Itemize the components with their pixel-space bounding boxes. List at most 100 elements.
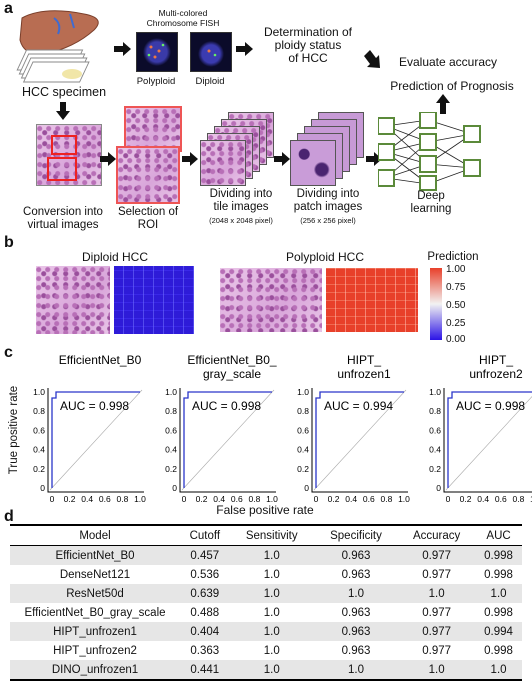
metrics-table: Model Cutoff Sensitivity Specificity Acc…	[10, 524, 522, 681]
roc-x-tick: 0	[314, 494, 319, 502]
ploidy-line3: of HCC	[288, 51, 328, 65]
metric-cell: 0.536	[190, 568, 220, 581]
arrow-right-icon	[236, 42, 253, 56]
roc-y-tick: 0.8	[33, 406, 45, 416]
roi-line1: Selection of	[117, 206, 179, 218]
metric-cell: 0.963	[313, 545, 399, 565]
roc-auc-label: AUC = 0.998	[192, 399, 261, 413]
polyploid-hcc-title: Polyploid HCC	[285, 250, 365, 264]
roc-title: gray_scale	[203, 367, 261, 381]
metric-cell: 1.0	[229, 584, 314, 603]
dl-line2: learning	[410, 203, 452, 215]
table-header-cell: Model	[79, 529, 111, 542]
virtual-images-label: Conversion into virtual images	[0, 206, 126, 232]
metric-cell: 1.0	[229, 545, 314, 565]
neural-network-icon	[378, 112, 481, 191]
panel-c-letter: c	[4, 344, 13, 361]
metric-cell: 0.457	[180, 545, 230, 565]
roc-y-tick: 0.6	[165, 425, 177, 435]
virtual-line2: virtual images	[27, 219, 99, 231]
roc-curve	[51, 391, 140, 488]
roc-xlabel: False positive rate	[216, 503, 314, 517]
metric-cell: 0.639	[180, 584, 230, 603]
diploid-he-image	[36, 266, 110, 334]
model-name-cell: DenseNet121	[59, 568, 131, 581]
roc-y-tick: 0.4	[33, 445, 45, 455]
metric-cell: 0.977	[422, 644, 452, 657]
model-name-cell: DINO_unfrozen1	[10, 660, 180, 680]
metric-cell: 1.0	[398, 584, 476, 603]
selection-roi-label: Selection of ROI	[104, 206, 192, 232]
roc-y-tick: 0	[40, 483, 45, 493]
roc-plot: EfficientNet_B0_gray_scale AUC = 0.998 1.0…	[165, 353, 278, 502]
metric-cell: 0.963	[341, 568, 371, 581]
roc-plot: HIPT_unfrozen1 AUC = 0.994 1.0 0.8 0.6 0.4 0.2…	[297, 353, 410, 502]
roc-axes	[47, 388, 144, 493]
roc-y-tick: 0	[304, 483, 309, 493]
panel-a-letter: a	[4, 0, 13, 17]
colorbar	[430, 268, 442, 340]
roc-x-tick: 0	[182, 494, 187, 502]
roc-y-tick: 0.2	[429, 464, 441, 474]
arrow-up-icon	[436, 94, 450, 114]
roc-curve	[315, 391, 404, 488]
deep-learning-label: Deep learning	[396, 190, 466, 216]
diploid-hcc-title: Diploid HCC	[81, 250, 149, 264]
roc-axes	[311, 388, 408, 493]
patch-size-label: (256 x 256 pixel)	[300, 216, 356, 225]
roc-title: unfrozen2	[469, 367, 523, 381]
roc-x-tick: 0.6	[99, 494, 111, 502]
roc-y-tick: 0	[172, 483, 177, 493]
roc-x-tick: 0	[446, 494, 451, 502]
fish-title-line1: Multi-colored	[158, 8, 208, 18]
metric-cell: 0.998	[484, 606, 513, 619]
arrow-right-icon	[100, 152, 116, 166]
metric-cell: 0.998	[484, 568, 513, 581]
roc-x-tick: 0.2	[64, 494, 76, 502]
roc-axes	[443, 388, 532, 493]
table-row: EfficientNet_B0_gray_scale 0.488 1.0 0.963 0…	[10, 603, 522, 622]
roc-y-tick: 1.0	[429, 387, 441, 397]
metric-cell: 0.977	[422, 568, 452, 581]
model-name-cell: EfficientNet_B0	[10, 545, 180, 565]
table-row: EfficientNet_B0 0.457 1.0 0.963 0.977 0.998	[10, 545, 522, 565]
patch-line1: Dividing into	[296, 188, 360, 200]
fish-title-line2: Chromosome FISH	[146, 18, 220, 28]
roc-curve	[447, 391, 532, 488]
roc-x-tick: 0.8	[512, 494, 524, 502]
fish-polyploid-label: Polyploid	[136, 76, 176, 87]
roi-image-2	[116, 146, 180, 204]
ploidy-determination-label: Determination of ploidy status of HCC	[248, 26, 368, 65]
table-header-cell: Cutoff	[189, 529, 221, 542]
roc-title: unfrozen1	[337, 367, 391, 381]
arrow-right-icon	[274, 152, 290, 166]
patch-images-label: Dividing into patch images	[282, 188, 374, 214]
roc-x-tick: 0.6	[363, 494, 375, 502]
model-name-cell: EfficientNet_B0_gray_scale	[24, 606, 166, 619]
roc-auc-label: AUC = 0.994	[324, 399, 393, 413]
roc-diagonal	[181, 389, 275, 491]
arrow-down-icon	[56, 102, 70, 120]
table-row: DenseNet121 0.536 1.0 0.963 0.977 0.998	[10, 565, 522, 584]
table-row: HIPT_unfrozen2 0.363 1.0 0.963 0.977 0.998	[10, 641, 522, 660]
table-header-cell: Accuracy	[412, 529, 461, 542]
roc-curve	[183, 391, 272, 488]
roc-x-tick: 0.2	[460, 494, 472, 502]
roc-x-tick: 1.0	[398, 494, 410, 502]
roc-y-tick: 0.8	[429, 406, 441, 416]
colorbar-tick: 0.25	[446, 318, 466, 329]
roc-x-tick: 0.4	[477, 494, 489, 502]
evaluate-accuracy-label: Evaluate accuracy	[398, 55, 498, 69]
roi-line2: ROI	[137, 219, 159, 231]
roc-y-tick: 1.0	[297, 387, 309, 397]
metric-cell: 1.0	[229, 660, 314, 680]
arrow-right-icon	[114, 42, 131, 56]
roc-diagonal	[313, 389, 407, 491]
roc-x-tick: 0	[50, 494, 55, 502]
ploidy-line2: ploidy status	[274, 38, 342, 52]
roc-plots: EfficientNet_B0 AUC = 0.998 1.0 0.8 0.6 0.4 0.…	[33, 353, 532, 502]
metric-cell: 0.977	[422, 606, 452, 619]
roc-plot: EfficientNet_B0 AUC = 0.998 1.0 0.8 0.6 0.4 0.…	[33, 353, 146, 502]
roc-x-tick: 0.6	[495, 494, 507, 502]
roc-title: HIPT_	[347, 353, 381, 367]
